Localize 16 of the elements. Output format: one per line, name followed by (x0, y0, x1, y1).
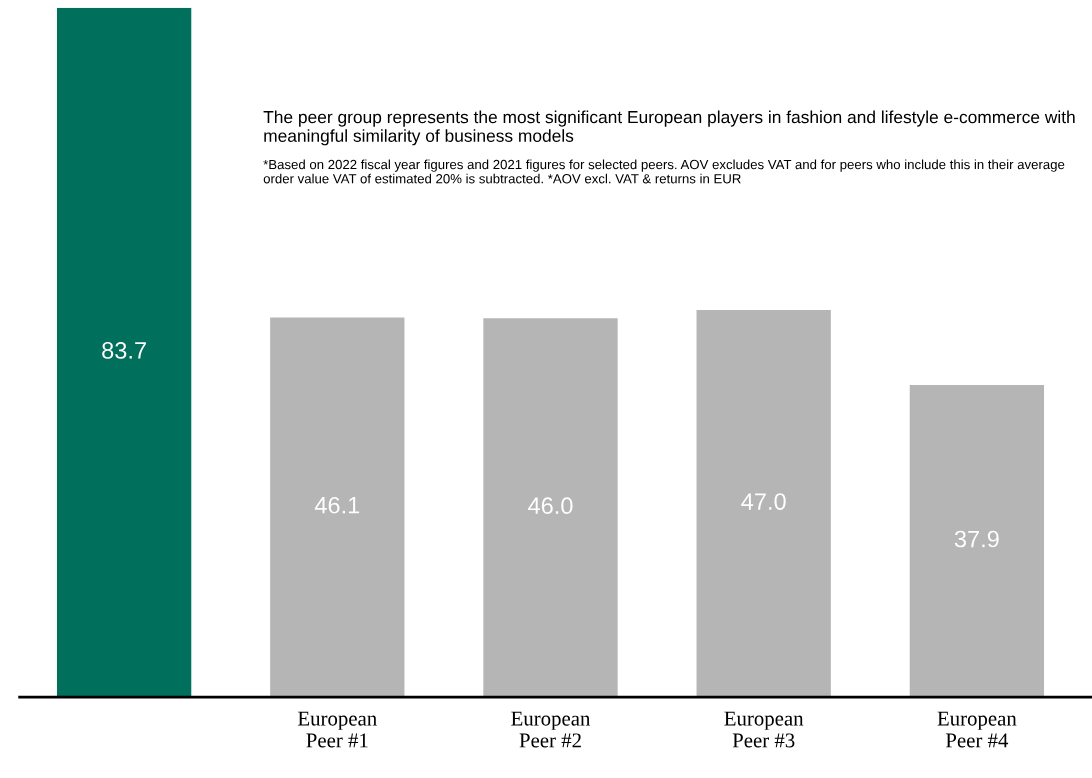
x-tick-label: European Peer #3 (724, 711, 804, 748)
data-label: 46.1 (314, 496, 360, 514)
data-label: 47.0 (741, 493, 786, 510)
bar (696, 310, 831, 698)
bar (270, 317, 405, 698)
bar (483, 318, 618, 698)
x-tick-label: European Peer #4 (937, 711, 1017, 748)
x-tick-label: European Peer #1 (298, 711, 377, 748)
data-label: 37.9 (954, 530, 999, 548)
data-label: 46.0 (528, 497, 573, 515)
bar (909, 384, 1045, 698)
bar (56, 7, 192, 698)
x-tick-label: European Peer #2 (511, 711, 591, 748)
annotation: *Based on 2022 fiscal year figures and 2021 figures for selected peers. AOV excludes VAT and for peers who include this in their average order value VAT of estimated 20% is subtracted. *AOV excl. VAT & returns in EUR (263, 159, 1065, 184)
text: The peer group represents the most significant European players in fashion and lifestyle e-commerce with meaningful similarity of business models (263, 110, 1075, 146)
data-label: 83.7 (102, 342, 146, 359)
